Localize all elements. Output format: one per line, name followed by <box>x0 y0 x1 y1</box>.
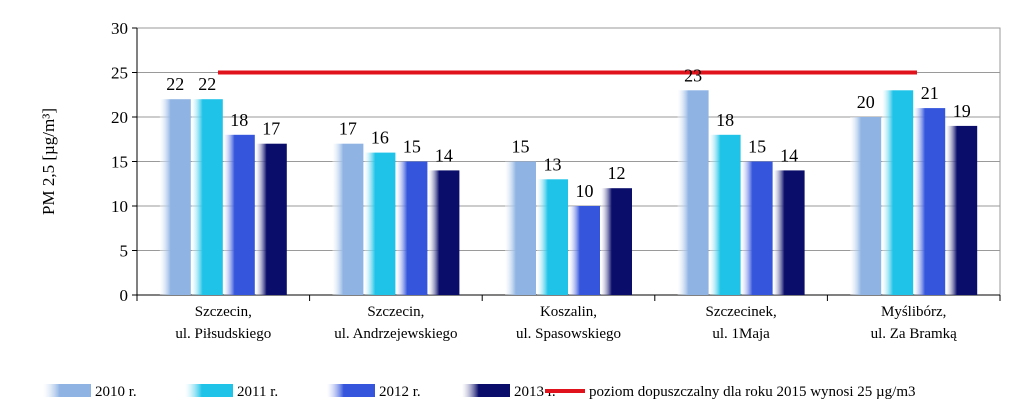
x-category-label: Szczecin, <box>195 304 252 320</box>
y-tick-label: 10 <box>111 197 128 216</box>
legend-swatch <box>462 384 510 397</box>
bar <box>850 117 882 295</box>
bar <box>882 90 914 295</box>
data-label: 20 <box>857 92 875 112</box>
legend-swatch <box>43 384 91 397</box>
bar <box>773 170 805 295</box>
bar <box>537 179 568 295</box>
y-tick-label: 0 <box>120 286 129 305</box>
category-labels: Szczecin, ul. Piłsudskiego Szczecin, ul. An… <box>175 304 957 342</box>
data-label: 15 <box>403 137 421 157</box>
data-label: 18 <box>716 110 734 130</box>
bar <box>159 99 191 295</box>
data-label: 22 <box>166 74 184 94</box>
data-label: 16 <box>371 128 389 148</box>
legend-label: 2011 r. <box>237 384 278 400</box>
legend-swatch <box>327 384 375 397</box>
bar <box>569 206 600 295</box>
data-label: 10 <box>576 181 594 201</box>
y-tick-label: 15 <box>111 153 128 172</box>
legend-label: 2013 r. <box>514 384 556 400</box>
bars <box>159 90 978 296</box>
data-label: 14 <box>780 145 798 165</box>
data-label: 15 <box>748 137 766 157</box>
y-tick-label: 30 <box>111 19 128 38</box>
x-category-label: Szczecin, <box>367 304 424 320</box>
bar <box>191 99 223 295</box>
bar <box>914 108 946 295</box>
bar <box>396 161 428 295</box>
data-label: 18 <box>230 110 248 130</box>
bar <box>428 170 460 295</box>
data-label: 12 <box>608 163 626 183</box>
x-category-label: ul. Spasowskiego <box>516 326 621 342</box>
bar <box>709 134 741 295</box>
bar <box>946 125 978 296</box>
x-category-label: Koszalin, <box>540 304 597 320</box>
x-category-label: ul. 1Maja <box>712 326 770 342</box>
y-axis-title: PM 2,5 [µg/m³] <box>39 108 58 215</box>
bar <box>332 143 364 295</box>
legend-swatch <box>185 384 233 397</box>
y-tick-label: 20 <box>111 108 128 127</box>
data-label: 19 <box>953 101 971 121</box>
x-category-label: ul. Andrzejewskiego <box>334 326 457 342</box>
x-category-label: Szczecinek, <box>705 304 776 320</box>
bar <box>223 134 255 295</box>
bar <box>255 143 287 295</box>
data-label: 21 <box>921 83 939 103</box>
legend-reference-label: poziom dopuszczalny dla roku 2015 wynosi… <box>589 384 916 400</box>
y-tick-label: 5 <box>120 242 129 261</box>
data-labels: 22 22 18 17 17 16 15 14 15 13 10 12 23 18 15 14 20 21 19 <box>166 65 970 201</box>
bar <box>741 161 773 295</box>
x-category-label: ul. Za Bramką <box>871 326 958 342</box>
y-tick-label: 25 <box>111 64 128 83</box>
data-label: 22 <box>198 74 216 94</box>
x-category-label: Myślibórz, <box>881 304 946 320</box>
bar <box>364 152 396 295</box>
bar <box>505 161 536 295</box>
data-label: 14 <box>435 145 453 165</box>
legend: 2010 r. 2011 r. 2012 r. 2013 r. poziom dopus… <box>43 384 916 400</box>
legend-label: 2010 r. <box>95 384 137 400</box>
data-label: 23 <box>684 65 702 85</box>
bar <box>677 90 709 295</box>
legend-label: 2012 r. <box>379 384 421 400</box>
data-label: 15 <box>512 137 530 157</box>
bar <box>601 188 632 295</box>
x-category-label: ul. Piłsudskiego <box>175 326 271 342</box>
data-label: 17 <box>262 119 280 139</box>
data-label: 13 <box>544 154 562 174</box>
data-label: 17 <box>339 119 357 139</box>
